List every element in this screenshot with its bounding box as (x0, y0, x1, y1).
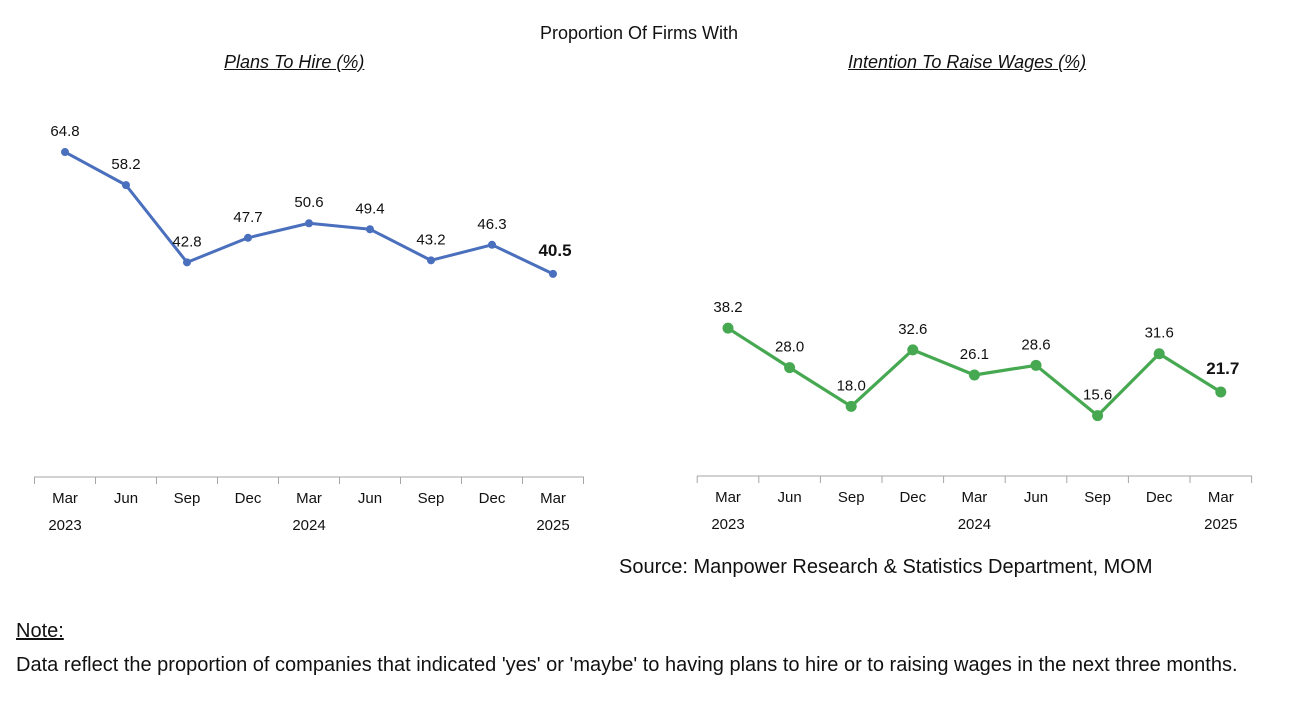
hire-data-label: 46.3 (477, 216, 506, 233)
note-heading: Note: (16, 620, 64, 642)
hire-data-point (427, 256, 435, 265)
hire-data-label: 43.2 (416, 231, 445, 248)
wages-x-tick-label: Mar (1208, 489, 1234, 506)
note-text: Data reflect the proportion of companies… (16, 654, 1238, 676)
hire-x-tick-label: Jun (358, 490, 382, 507)
charts-canvas: 64.8 58.2 42.8 47.7 50.6 49.4 43.2 46.3 40.5 Mar J… (34, 123, 1253, 534)
wages-data-point (784, 362, 796, 374)
wages-x-tick-label: Jun (778, 489, 802, 506)
hire-x-tick-label: Sep (418, 490, 445, 507)
wages-line-chart: 38.2 28.0 18.0 32.6 26.1 28.6 15.6 31.6 21.7 Mar J… (696, 299, 1253, 533)
hire-data-point (549, 269, 557, 278)
hire-data-point (244, 233, 252, 242)
hire-data-point (305, 219, 313, 228)
hire-data-point (122, 181, 130, 190)
wages-data-label: 38.2 (713, 299, 742, 316)
wages-data-label: 31.6 (1145, 325, 1174, 342)
wages-data-label: 28.6 (1021, 336, 1050, 353)
wages-x-tick-label: Mar (715, 489, 741, 506)
hire-data-point (61, 148, 69, 157)
hire-x-tick-label: Mar (540, 490, 566, 507)
wages-year-label: 2023 (711, 516, 744, 533)
wages-data-point (845, 400, 857, 412)
hire-year-label: 2023 (48, 517, 81, 534)
hire-panel-title: Plans To Hire (%) (224, 52, 365, 72)
wages-x-tick-label: Dec (1146, 489, 1173, 506)
wages-data-point (1030, 359, 1042, 371)
wages-x-tick-label: Sep (838, 489, 865, 506)
wages-data-label: 15.6 (1083, 387, 1112, 404)
wages-x-tick-label: Sep (1084, 489, 1111, 506)
hire-year-label: 2025 (536, 517, 569, 534)
hire-data-label: 47.7 (233, 209, 262, 226)
hire-data-point (366, 225, 374, 234)
hire-year-label: 2024 (292, 517, 325, 534)
wages-data-label: 28.0 (775, 339, 804, 356)
hire-x-tick-label: Sep (174, 490, 201, 507)
wages-data-label: 26.1 (960, 346, 989, 363)
chart-main-title: Proportion Of Firms With (539, 23, 739, 43)
wages-data-point (1092, 410, 1104, 422)
wages-data-label: 21.7 (1206, 359, 1239, 378)
hire-data-point (183, 258, 191, 267)
hire-data-label: 49.4 (355, 200, 384, 217)
hire-data-label: 40.5 (538, 241, 571, 260)
wages-x-tick-label: Mar (961, 489, 987, 506)
hire-x-tick-label: Dec (235, 490, 262, 507)
wages-data-point (907, 344, 919, 356)
hire-x-tick-label: Mar (52, 490, 78, 507)
wages-data-point (722, 322, 734, 334)
wages-panel-title: Intention To Raise Wages (%) (848, 52, 1087, 72)
wages-year-label: 2025 (1204, 516, 1237, 533)
wages-data-point (1215, 386, 1227, 398)
wages-x-tick-label: Dec (899, 489, 926, 506)
hire-data-point (488, 240, 496, 249)
wages-data-point (968, 369, 980, 381)
source-text: Source: Manpower Research & Statistics D… (619, 556, 1153, 578)
hire-x-tick-label: Mar (296, 490, 322, 507)
hire-x-tick-label: Jun (114, 490, 138, 507)
hire-data-label: 64.8 (50, 123, 79, 140)
hire-data-label: 58.2 (111, 156, 140, 173)
wages-data-label: 32.6 (898, 321, 927, 338)
hire-line-chart: 64.8 58.2 42.8 47.7 50.6 49.4 43.2 46.3 40.5 Mar J… (34, 123, 584, 534)
wages-x-tick-label: Jun (1024, 489, 1048, 506)
wages-data-label: 18.0 (837, 377, 866, 394)
hire-data-label: 50.6 (294, 194, 323, 211)
wages-data-point (1153, 348, 1165, 360)
hire-data-label: 42.8 (172, 233, 201, 250)
wages-year-label: 2024 (958, 516, 991, 533)
hire-x-tick-label: Dec (479, 490, 506, 507)
